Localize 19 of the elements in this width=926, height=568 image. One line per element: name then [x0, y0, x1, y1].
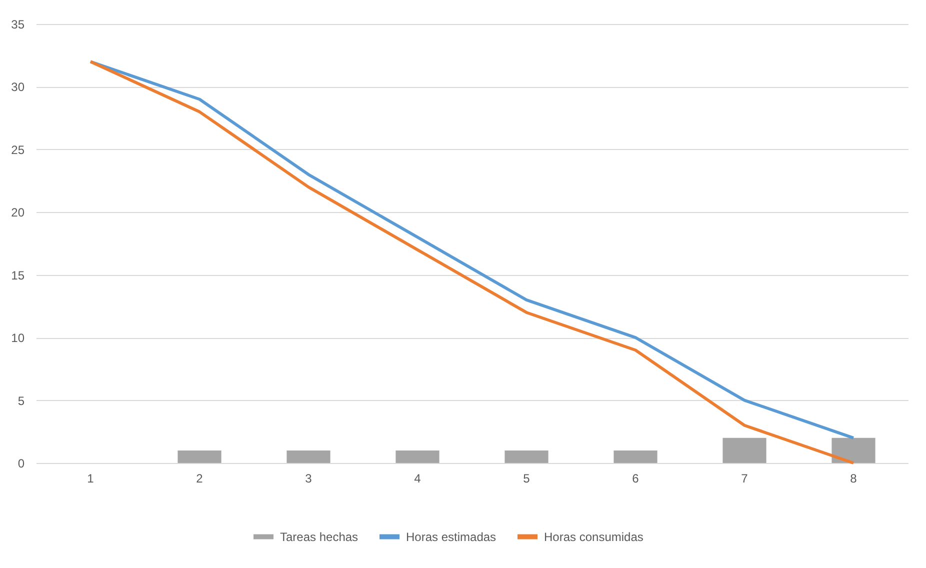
x-tick-label: 8 [850, 472, 858, 486]
y-tick-label: 5 [18, 394, 25, 408]
x-tick-label: 6 [632, 472, 640, 486]
legend-label: Horas consumidas [544, 530, 644, 544]
legend-label: Tareas hechas [280, 530, 358, 544]
x-tick-label: 5 [523, 472, 530, 486]
legend-label: Horas estimadas [406, 530, 496, 544]
y-tick-label: 0 [18, 456, 25, 470]
y-tick-label: 30 [11, 80, 25, 94]
y-tick-label: 25 [11, 142, 25, 157]
x-tick-label: 7 [741, 472, 748, 486]
x-tick-label: 1 [87, 472, 94, 486]
y-tick-label: 20 [11, 206, 25, 220]
x-tick-label: 3 [305, 472, 312, 486]
y-tick-label: 10 [11, 331, 25, 346]
x-tick-label: 2 [196, 472, 204, 486]
y-tick-label: 15 [11, 268, 25, 282]
x-tick-label: 4 [414, 472, 422, 486]
y-tick-label: 35 [11, 18, 25, 32]
